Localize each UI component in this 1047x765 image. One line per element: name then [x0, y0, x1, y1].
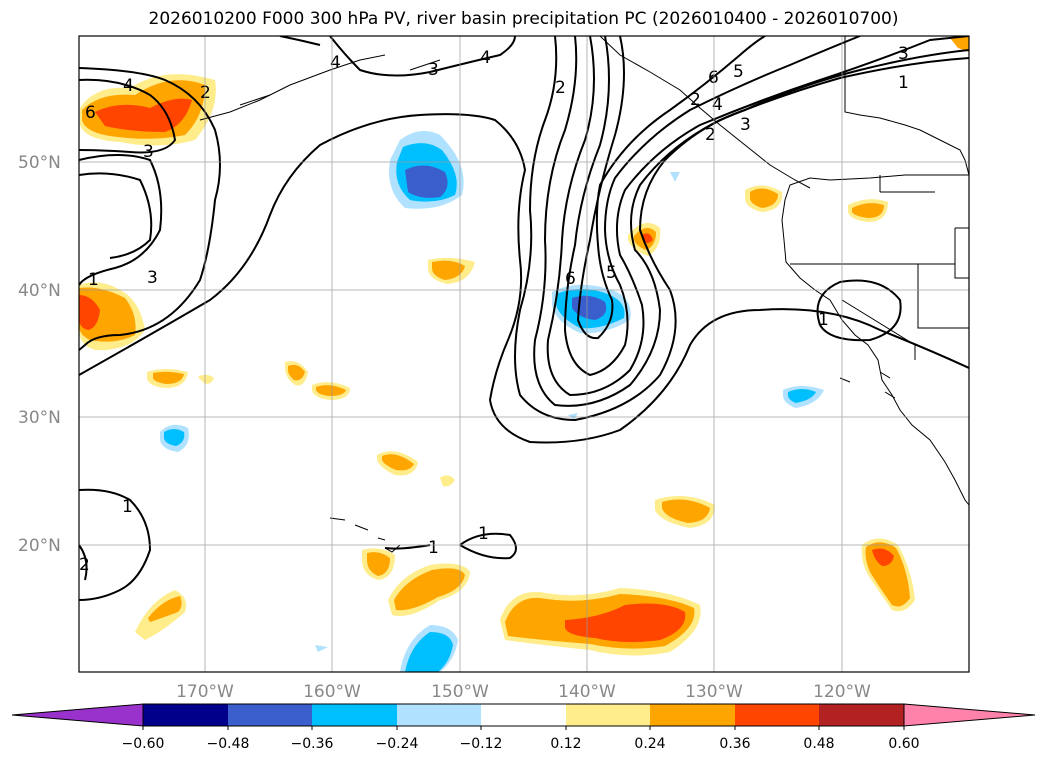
lat-label: 50°N: [18, 153, 61, 173]
precip-region-positive: [198, 374, 214, 384]
contour-label: 3: [740, 115, 751, 135]
contour-label: 5: [606, 263, 617, 283]
colorbar-segment: [735, 704, 819, 726]
lat-label: 30°N: [18, 408, 61, 428]
precip-region-positive: [288, 364, 305, 381]
precip-region-positive: [565, 603, 686, 643]
colorbar-segment: [143, 704, 228, 726]
colorbar-segment: [228, 704, 312, 726]
contour-label: 6: [708, 68, 719, 88]
lat-labels: 50°N 40°N 30°N 20°N: [18, 153, 61, 556]
precip-region-positive: [394, 568, 465, 611]
map-background: [79, 36, 969, 672]
contour-label: 6: [85, 103, 96, 123]
contour-label: 1: [428, 538, 439, 558]
precip-region-negative: [670, 172, 680, 182]
contour-label: 2: [705, 125, 716, 145]
contour-label: 5: [733, 62, 744, 82]
contour-label: 1: [898, 73, 909, 93]
precip-region-negative: [572, 295, 607, 320]
contour-label: 2: [690, 90, 701, 110]
lon-label: 140°W: [558, 682, 616, 702]
map-title: 2026010200 F000 300 hPa PV, river basin …: [148, 9, 899, 29]
precip-region-positive: [750, 188, 778, 208]
contour-label: 4: [480, 48, 491, 68]
precip-region-positive: [432, 260, 465, 280]
precip-region-positive: [440, 475, 455, 487]
contour-label: 1: [88, 270, 99, 290]
contour-label: 1: [122, 497, 133, 517]
lon-label: 120°W: [813, 682, 871, 702]
lat-label: 20°N: [18, 536, 61, 556]
colorbar-tick-label: 0.24: [634, 736, 665, 752]
colorbar-segment: [312, 704, 397, 726]
precip-region-positive: [148, 596, 182, 622]
colorbar-segment: [481, 704, 566, 726]
colorbar-frame: [142, 703, 905, 727]
lon-label: 170°W: [176, 682, 234, 702]
colorbar-tick-label: −0.36: [291, 736, 334, 752]
colorbar: −0.60 −0.48 −0.36 −0.24 −0.12 0.12 0.24 0.36 0.4…: [11, 703, 1036, 752]
colorbar-segment: [566, 704, 650, 726]
lat-label: 40°N: [18, 281, 61, 301]
contour-label: 3: [898, 44, 909, 64]
colorbar-segment: [650, 704, 735, 726]
contour-label: 1: [478, 524, 489, 544]
contour-label: 2: [79, 555, 90, 575]
precip-region-positive: [852, 203, 884, 218]
contour-label: 1: [818, 310, 829, 330]
precip-shading: [79, 36, 969, 672]
precip-region-positive: [950, 36, 969, 52]
precip-region-negative: [788, 389, 816, 403]
colorbar-segment: [397, 704, 481, 726]
colorbar-tick-label: 0.36: [719, 736, 750, 752]
colorbar-tick-label: −0.12: [460, 736, 503, 752]
lon-label: 160°W: [303, 682, 361, 702]
pv-contours: [79, 36, 969, 601]
contour-label: 4: [712, 95, 723, 115]
contour-label: 6: [565, 269, 576, 289]
precip-region-positive: [662, 499, 710, 523]
precip-region-positive: [95, 98, 192, 132]
colorbar-tick-label: 0.60: [888, 736, 919, 752]
colorbar-tick-label: −0.24: [376, 736, 419, 752]
precip-region-negative: [164, 429, 185, 446]
precip-region-positive: [153, 371, 184, 384]
map-panel: 4 4 6 2 3 4 2 3 3 1 3 5 6 6 5 2 2 4 3 1: [78, 35, 970, 673]
contour-label: 4: [123, 76, 134, 96]
contour-label: 4: [330, 53, 341, 73]
precip-region-positive: [316, 385, 346, 396]
contour-label: 3: [428, 60, 439, 80]
colorbar-tick-label: 0.12: [550, 736, 581, 752]
colorbar-extend-high: [903, 703, 1036, 727]
contour-label: 2: [555, 78, 566, 98]
precip-region-negative: [405, 632, 453, 672]
precip-region-positive: [79, 295, 100, 330]
lon-label: 150°W: [431, 682, 489, 702]
colorbar-tick-label: 0.48: [803, 736, 834, 752]
lon-label: 130°W: [685, 682, 743, 702]
precip-region-negative: [315, 645, 328, 652]
lon-labels: 170°W 160°W 150°W 140°W 130°W 120°W: [176, 682, 871, 702]
colorbar-extend-low: [11, 703, 144, 727]
precip-region-positive: [367, 552, 390, 576]
precip-region-positive: [382, 454, 414, 471]
contour-label: 3: [147, 268, 158, 288]
colorbar-tick-label: −0.48: [207, 736, 250, 752]
colorbar-tick-label: −0.60: [122, 736, 165, 752]
precip-region-positive: [872, 548, 894, 566]
precip-region-negative: [405, 165, 448, 198]
colorbar-segment: [819, 704, 904, 726]
gridlines: [79, 36, 969, 672]
map-frame: [78, 35, 970, 673]
contour-label: 3: [143, 142, 154, 162]
coastlines: [199, 36, 969, 553]
